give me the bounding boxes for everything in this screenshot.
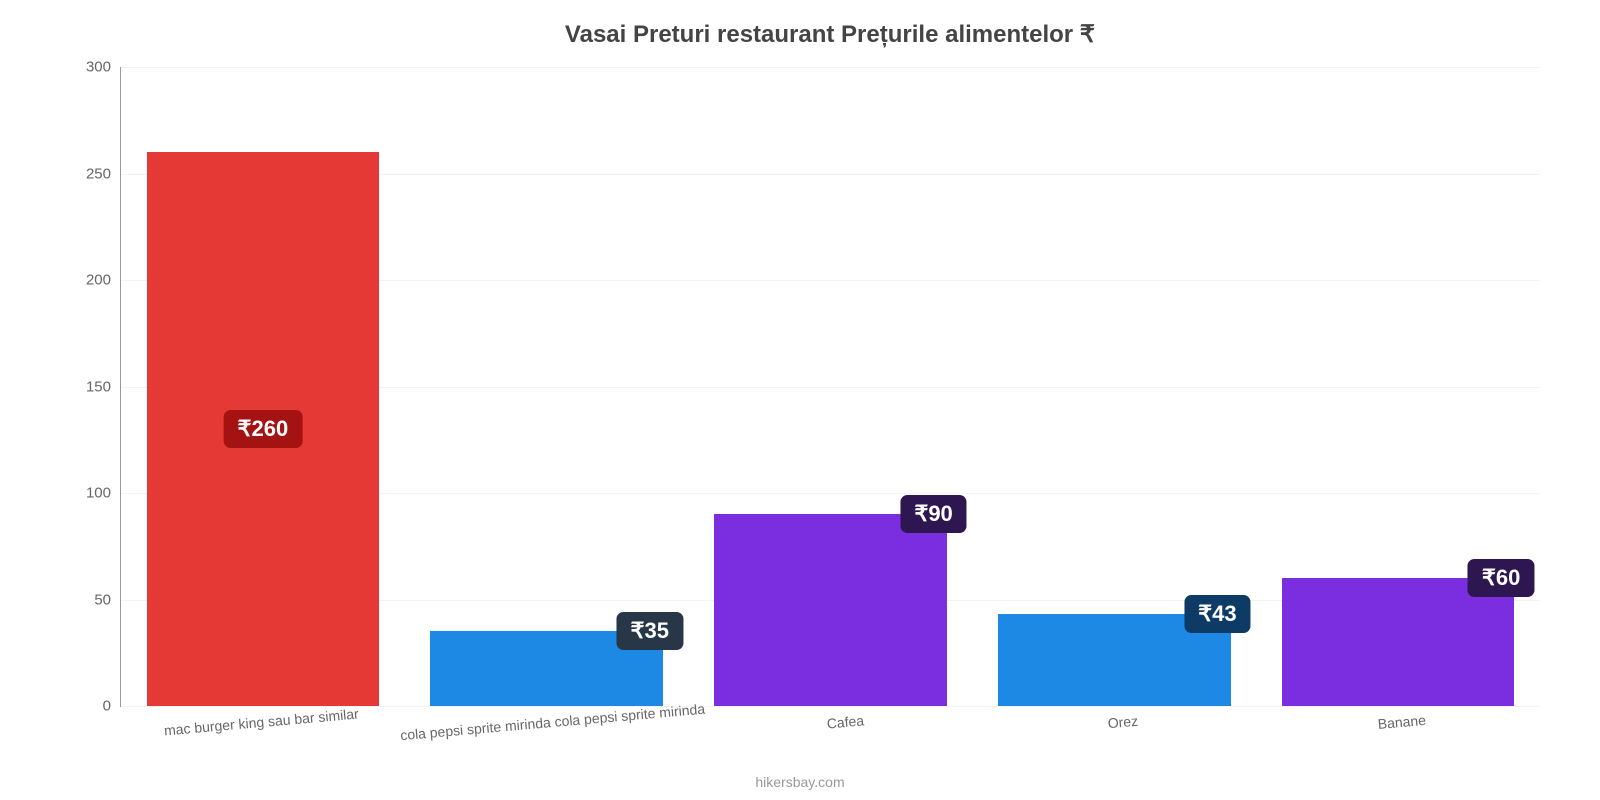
y-tick-label: 250 [86,165,121,182]
y-tick-label: 300 [86,59,121,76]
x-axis-label: Orez [1107,713,1139,732]
y-tick-label: 100 [86,485,121,502]
x-label-slot: cola pepsi sprite mirinda cola pepsi spr… [399,714,705,730]
y-tick-label: 0 [103,698,121,715]
bar: ₹60 [1282,578,1515,706]
y-tick-label: 200 [86,272,121,289]
bar-slot: ₹90 [689,67,973,706]
y-tick-label: 150 [86,378,121,395]
bars-row: ₹260 ₹35 ₹90 ₹43 ₹60 [121,67,1540,706]
x-axis-labels: mac burger king sau bar similarcola peps… [121,714,1540,730]
x-axis-label: Cafea [826,712,865,731]
bar-slot: ₹60 [1256,67,1540,706]
bar-value-label: ₹90 [900,495,966,533]
bar-value-label: ₹60 [1468,559,1534,597]
bar-slot: ₹260 [121,67,405,706]
bar-value-label: ₹35 [617,612,683,650]
x-label-slot: Banane [1262,714,1540,730]
bar: ₹43 [998,614,1231,706]
chart-title: Vasai Preturi restaurant Prețurile alime… [120,20,1540,49]
x-label-slot: Orez [983,714,1261,730]
bar-value-label: ₹43 [1184,595,1250,633]
bar: ₹260 [147,152,380,706]
plot-area: 050100150200250300 ₹260₹35₹90₹43₹60 mac … [120,67,1540,707]
attribution-text: hikersbay.com [755,774,844,790]
x-label-slot: Cafea [705,714,983,730]
bar: ₹90 [714,514,947,706]
bar-slot: ₹43 [972,67,1256,706]
bar-slot: ₹35 [405,67,689,706]
x-axis-label: Banane [1377,712,1426,732]
bar: ₹35 [430,631,663,706]
x-label-slot: mac burger king sau bar similar [121,714,399,730]
chart-container: Vasai Preturi restaurant Prețurile alime… [0,0,1600,800]
bar-value-label: ₹260 [224,410,303,448]
y-tick-label: 50 [94,591,121,608]
x-axis-label: cola pepsi sprite mirinda cola pepsi spr… [400,701,706,744]
x-axis-label: mac burger king sau bar similar [163,705,359,738]
